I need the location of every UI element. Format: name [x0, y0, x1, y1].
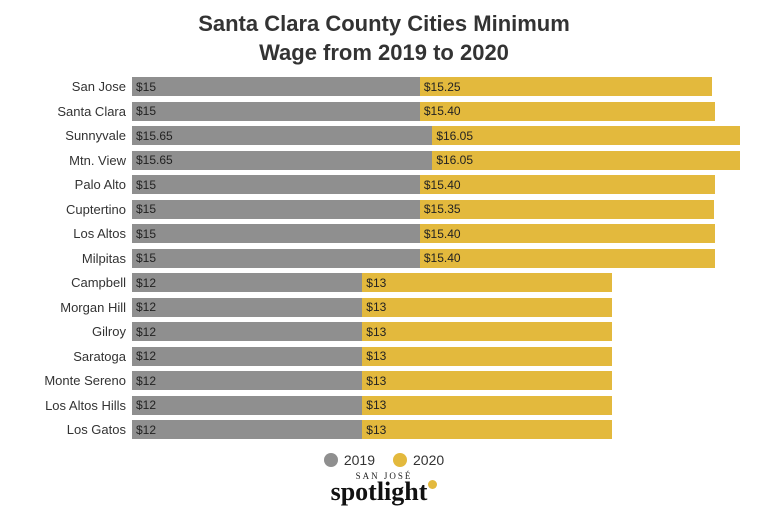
legend-label-2020: 2020 [413, 452, 444, 468]
bar-row: Los Altos$15$15.40 [20, 222, 748, 246]
bar-segment-2020: $13 [362, 371, 611, 390]
bar-row: Milpitas$15$15.40 [20, 247, 748, 271]
bar-track: $15$15.40 [132, 224, 748, 243]
bar-track: $15$15.35 [132, 200, 748, 219]
bar-track: $15$15.40 [132, 249, 748, 268]
bar-segment-2019: $15.65 [132, 126, 432, 145]
bar-row: Campbell$12$13 [20, 271, 748, 295]
bar-segment-2020: $16.05 [432, 126, 740, 145]
bar-segment-2019: $12 [132, 322, 362, 341]
bar-segment-2020: $13 [362, 322, 611, 341]
bar-row: Sunnyvale$15.65$16.05 [20, 124, 748, 148]
bar-segment-2020: $13 [362, 396, 611, 415]
title-line-1: Santa Clara County Cities Minimum [20, 10, 748, 39]
chart-title: Santa Clara County Cities Minimum Wage f… [20, 10, 748, 67]
bar-segment-2020: $15.40 [420, 224, 716, 243]
bar-row: Cuptertino$15$15.35 [20, 198, 748, 222]
bar-track: $15$15.40 [132, 102, 748, 121]
bar-segment-2020: $13 [362, 273, 611, 292]
bar-row: Los Altos Hills$12$13 [20, 394, 748, 418]
city-label: Saratoga [20, 349, 132, 364]
bar-segment-2020: $15.40 [420, 175, 716, 194]
bar-track: $12$13 [132, 420, 748, 439]
legend-item-2019: 2019 [324, 452, 375, 468]
city-label: Morgan Hill [20, 300, 132, 315]
bar-segment-2019: $15 [132, 175, 420, 194]
city-label: Mtn. View [20, 153, 132, 168]
bar-row: Los Gatos$12$13 [20, 418, 748, 442]
bar-segment-2019: $15 [132, 200, 420, 219]
bar-track: $12$13 [132, 396, 748, 415]
bar-row: Palo Alto$15$15.40 [20, 173, 748, 197]
city-label: Milpitas [20, 251, 132, 266]
minimum-wage-chart: Santa Clara County Cities Minimum Wage f… [0, 0, 768, 507]
bar-segment-2020: $15.40 [420, 102, 716, 121]
bar-track: $12$13 [132, 298, 748, 317]
bar-segment-2020: $15.25 [420, 77, 713, 96]
city-label: Palo Alto [20, 177, 132, 192]
bar-segment-2020: $13 [362, 298, 611, 317]
city-label: Monte Sereno [20, 373, 132, 388]
bar-segment-2019: $12 [132, 420, 362, 439]
brand-logo: SAN JOSÉ spotlight [20, 472, 748, 503]
bar-track: $12$13 [132, 347, 748, 366]
city-label: Campbell [20, 275, 132, 290]
city-label: Los Altos Hills [20, 398, 132, 413]
legend-label-2019: 2019 [344, 452, 375, 468]
bar-segment-2019: $15 [132, 102, 420, 121]
brand-dot-icon [428, 480, 437, 489]
city-label: San Jose [20, 79, 132, 94]
bar-track: $15.65$16.05 [132, 126, 748, 145]
bar-row: Gilroy$12$13 [20, 320, 748, 344]
city-label: Gilroy [20, 324, 132, 339]
bars-area: San Jose$15$15.25Santa Clara$15$15.40Sun… [20, 75, 748, 442]
bar-segment-2019: $12 [132, 371, 362, 390]
bar-row: Santa Clara$15$15.40 [20, 100, 748, 124]
bar-segment-2019: $15 [132, 249, 420, 268]
bar-track: $15$15.40 [132, 175, 748, 194]
legend-swatch-2019 [324, 453, 338, 467]
legend: 2019 2020 [20, 452, 748, 468]
city-label: Los Altos [20, 226, 132, 241]
bar-segment-2020: $16.05 [432, 151, 740, 170]
bar-track: $12$13 [132, 322, 748, 341]
bar-segment-2020: $15.40 [420, 249, 716, 268]
bar-segment-2019: $12 [132, 347, 362, 366]
bar-segment-2019: $12 [132, 298, 362, 317]
bar-segment-2019: $15 [132, 77, 420, 96]
bar-segment-2020: $15.35 [420, 200, 715, 219]
city-label: Santa Clara [20, 104, 132, 119]
brand-main: spotlight [331, 477, 428, 506]
bar-segment-2019: $15.65 [132, 151, 432, 170]
bar-row: Monte Sereno$12$13 [20, 369, 748, 393]
bar-segment-2019: $12 [132, 396, 362, 415]
legend-swatch-2020 [393, 453, 407, 467]
city-label: Cuptertino [20, 202, 132, 217]
title-line-2: Wage from 2019 to 2020 [20, 39, 748, 68]
bar-track: $15$15.25 [132, 77, 748, 96]
legend-item-2020: 2020 [393, 452, 444, 468]
bar-row: Mtn. View$15.65$16.05 [20, 149, 748, 173]
bar-row: Saratoga$12$13 [20, 345, 748, 369]
bar-row: Morgan Hill$12$13 [20, 296, 748, 320]
bar-segment-2020: $13 [362, 420, 611, 439]
bar-segment-2019: $12 [132, 273, 362, 292]
bar-row: San Jose$15$15.25 [20, 75, 748, 99]
bar-track: $12$13 [132, 371, 748, 390]
bar-track: $15.65$16.05 [132, 151, 748, 170]
city-label: Sunnyvale [20, 128, 132, 143]
bar-segment-2019: $15 [132, 224, 420, 243]
bar-track: $12$13 [132, 273, 748, 292]
bar-segment-2020: $13 [362, 347, 611, 366]
city-label: Los Gatos [20, 422, 132, 437]
